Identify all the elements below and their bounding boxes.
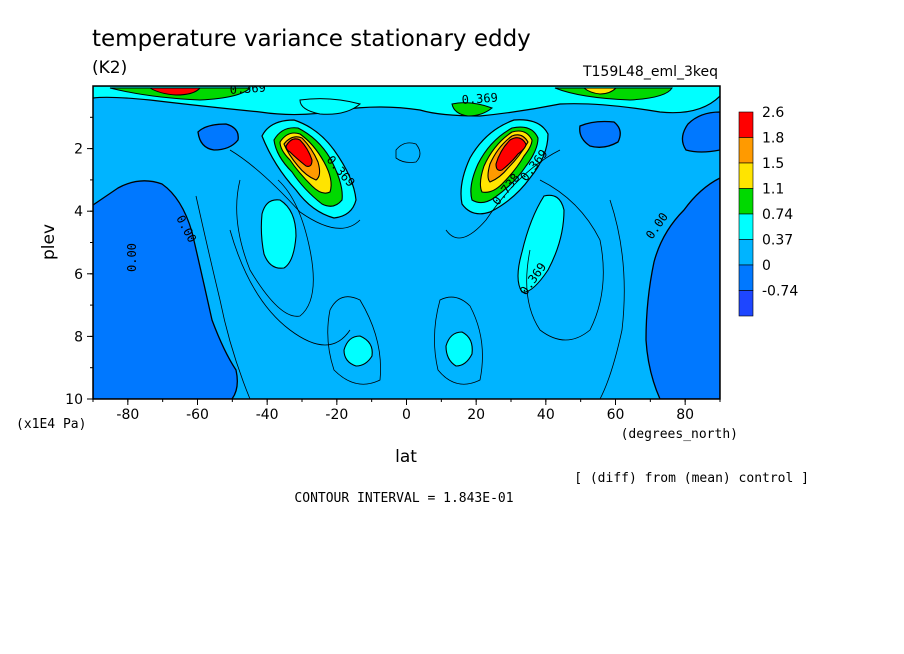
colorbar-swatch [738,213,754,240]
negative-region-south [93,180,238,399]
colorbar-label: 1.1 [762,182,784,198]
x-tick-label: -40 [256,407,279,423]
x-tick-label: -60 [186,407,209,423]
colorbar-label: 0.37 [762,233,793,249]
colorbar-label: 1.5 [762,156,784,172]
run-label: T159L48_eml_3keq [582,64,718,80]
y-tick-label: 8 [74,329,83,345]
x-tick-label: -80 [116,407,139,423]
colorbar-swatch [738,111,754,138]
colorbar-label: 2.6 [762,105,784,121]
contour-label: 0.369 [229,81,266,97]
south-jet-red [285,138,313,167]
y-axis-title: plev [39,224,59,260]
x-axis-units: (degrees_north) [621,427,738,442]
north-jet-red [495,137,527,171]
y-axis: 2 4 6 8 10 [65,116,93,408]
colorbar-swatch [738,290,754,317]
x-tick-label: -20 [325,407,348,423]
negative-region-north-top [681,111,720,153]
units-label: (K2) [92,58,127,78]
blob-north-low [445,331,473,367]
top-band-inner-north [554,87,673,101]
colorbar-swatch [738,162,754,189]
x-tick-label: 80 [676,407,694,423]
comparison-note: [ (diff) from (mean) control ] [574,471,809,486]
colorbar-swatch [738,264,754,291]
y-tick-label: 6 [74,267,83,283]
x-axis: -80 -60 -40 -20 0 20 40 60 80 [92,399,721,423]
x-tick-label: 60 [607,407,625,423]
blob-south-mid [260,199,297,269]
y-tick-label: 4 [74,204,83,220]
top-band-green-mid [451,102,494,117]
top-band-red-south [148,87,202,96]
colorbar-label: 1.8 [762,131,784,147]
y-tick-label: 10 [65,392,83,408]
y-axis-units: (x1E4 Pa) [16,417,86,432]
top-band [93,86,720,117]
colorbar: 2.6 1.8 1.5 1.1 0.74 0.37 0 -0.74 [738,105,798,317]
x-tick-label: 40 [537,407,555,423]
negative-blob-north [579,120,621,148]
colorbar-label: 0.74 [762,207,793,223]
colorbar-swatch [738,239,754,266]
x-axis-title: lat [395,447,417,467]
colorbar-label: -0.74 [762,284,798,300]
negative-blob-south [197,123,239,151]
x-tick-label: 0 [402,407,411,423]
colorbar-swatch [738,137,754,164]
blob-north-mid [517,194,565,293]
top-band-yellow-north [582,87,618,95]
x-tick-label: 20 [467,407,485,423]
blob-south-low [343,335,373,367]
contour-label: 0.369 [461,91,498,107]
contour-interval-note: CONTOUR INTERVAL = 1.843E-01 [294,491,513,506]
negative-region-north [645,177,720,399]
y-tick-label: 2 [74,142,83,158]
contour-lines [195,142,625,399]
plot-area: 0.369 0.369 0.369 0.369 0.369 0.00 0.00 … [93,81,720,399]
colorbar-swatch [738,188,754,215]
contour-label: 0.00 [125,243,139,272]
top-band-cyan-mid [299,98,362,115]
colorbar-label: 0 [762,258,771,274]
chart-title: temperature variance stationary eddy [92,26,531,52]
